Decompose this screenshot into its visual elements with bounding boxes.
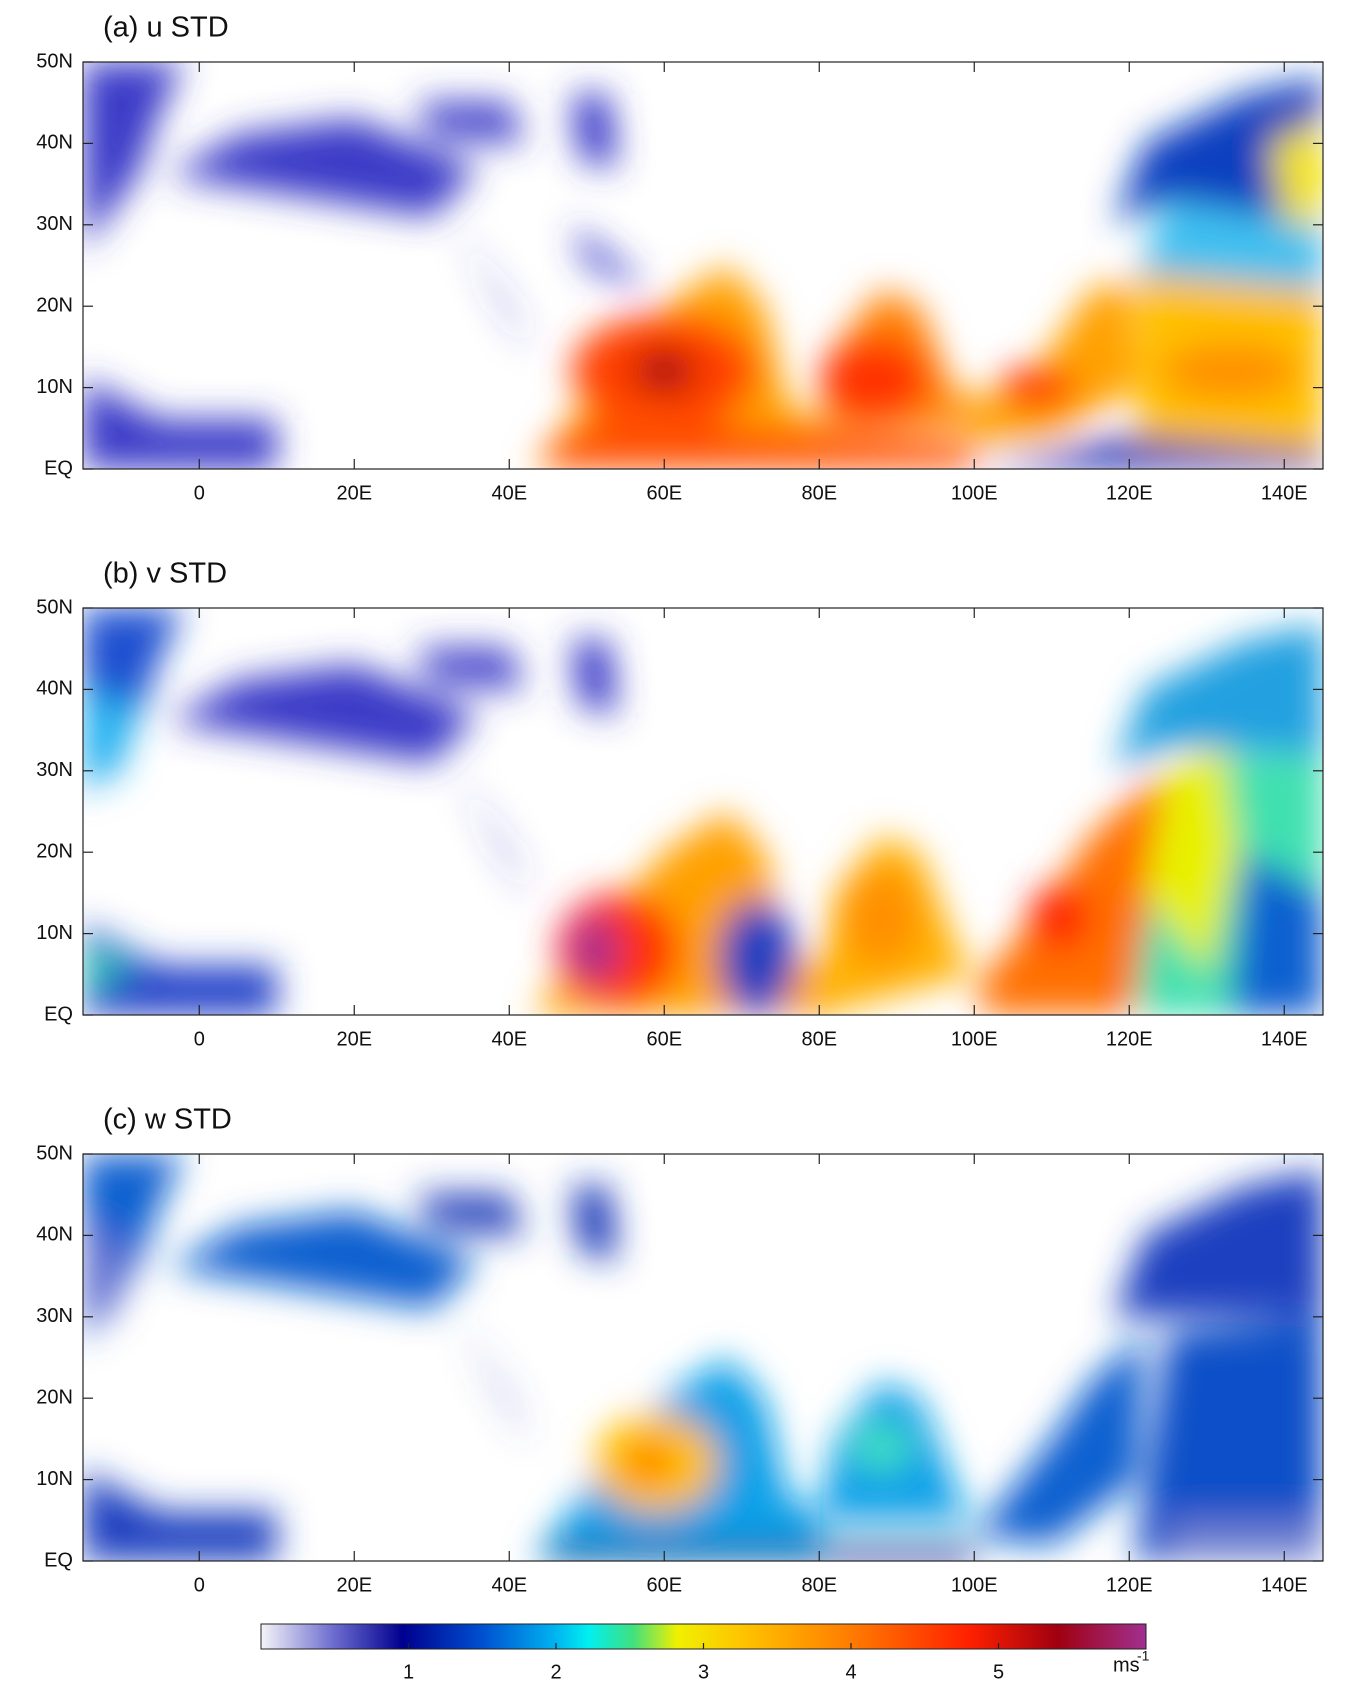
x-tick-label: 140E: [1261, 1574, 1308, 1596]
map-field: [83, 1154, 1323, 1561]
x-tick-label: 80E: [801, 1574, 837, 1596]
x-tick-label: 40E: [491, 482, 527, 504]
x-tick-label: 20E: [336, 1028, 372, 1050]
x-tick-label: 100E: [951, 482, 998, 504]
y-tick-label: 50N: [36, 596, 73, 618]
colorbar-tick-label: 1: [403, 1661, 414, 1683]
y-tick-label: 10N: [36, 1468, 73, 1490]
x-tick-label: 60E: [646, 1028, 682, 1050]
panel-title: (b) v STD: [103, 558, 227, 590]
colorbar-unit-exponent: -1: [1137, 1648, 1150, 1664]
y-tick-label: 40N: [36, 132, 73, 154]
y-tick-label: 10N: [36, 922, 73, 944]
map-field: [83, 608, 1323, 1015]
y-tick-label: 40N: [36, 678, 73, 700]
colorbar-tick-label: 4: [845, 1661, 856, 1683]
y-tick-label: 30N: [36, 1305, 73, 1327]
y-tick-label: 40N: [36, 1224, 73, 1246]
x-tick-label: 60E: [646, 1574, 682, 1596]
x-tick-label: 80E: [801, 1028, 837, 1050]
x-tick-label: 0: [194, 1574, 205, 1596]
plot-frame: [82, 1153, 1324, 1562]
y-tick-label: 50N: [36, 1142, 73, 1164]
x-tick-label: 20E: [336, 1574, 372, 1596]
y-tick-label: 20N: [36, 1386, 73, 1408]
y-tick-label: 20N: [36, 294, 73, 316]
x-tick-label: 40E: [491, 1028, 527, 1050]
x-tick-label: 40E: [491, 1574, 527, 1596]
y-tick-label: EQ: [44, 1003, 73, 1025]
colorbar-tick-label: 5: [993, 1661, 1004, 1683]
x-tick-label: 120E: [1106, 482, 1153, 504]
colorbar-tick-label: 2: [550, 1661, 561, 1683]
x-tick-label: 20E: [336, 482, 372, 504]
x-tick-label: 140E: [1261, 482, 1308, 504]
x-tick-label: 100E: [951, 1028, 998, 1050]
y-tick-label: 30N: [36, 213, 73, 235]
colorbar-unit: ms: [1113, 1654, 1140, 1676]
y-tick-label: EQ: [44, 457, 73, 479]
x-tick-label: 140E: [1261, 1028, 1308, 1050]
x-tick-label: 100E: [951, 1574, 998, 1596]
x-tick-label: 120E: [1106, 1574, 1153, 1596]
map-field: [83, 62, 1323, 469]
x-tick-label: 0: [194, 1028, 205, 1050]
y-tick-label: 10N: [36, 376, 73, 398]
plot-frame: [82, 607, 1324, 1016]
x-tick-label: 0: [194, 482, 205, 504]
x-tick-label: 60E: [646, 482, 682, 504]
panel-title: (a) u STD: [103, 12, 229, 44]
colorbar-tick-label: 3: [698, 1661, 709, 1683]
y-tick-label: 30N: [36, 759, 73, 781]
y-tick-label: 20N: [36, 840, 73, 862]
plot-frame: [82, 61, 1324, 470]
x-tick-label: 120E: [1106, 1028, 1153, 1050]
y-tick-label: EQ: [44, 1549, 73, 1571]
y-tick-label: 50N: [36, 50, 73, 72]
panel-title: (c) w STD: [103, 1104, 232, 1136]
x-tick-label: 80E: [801, 482, 837, 504]
